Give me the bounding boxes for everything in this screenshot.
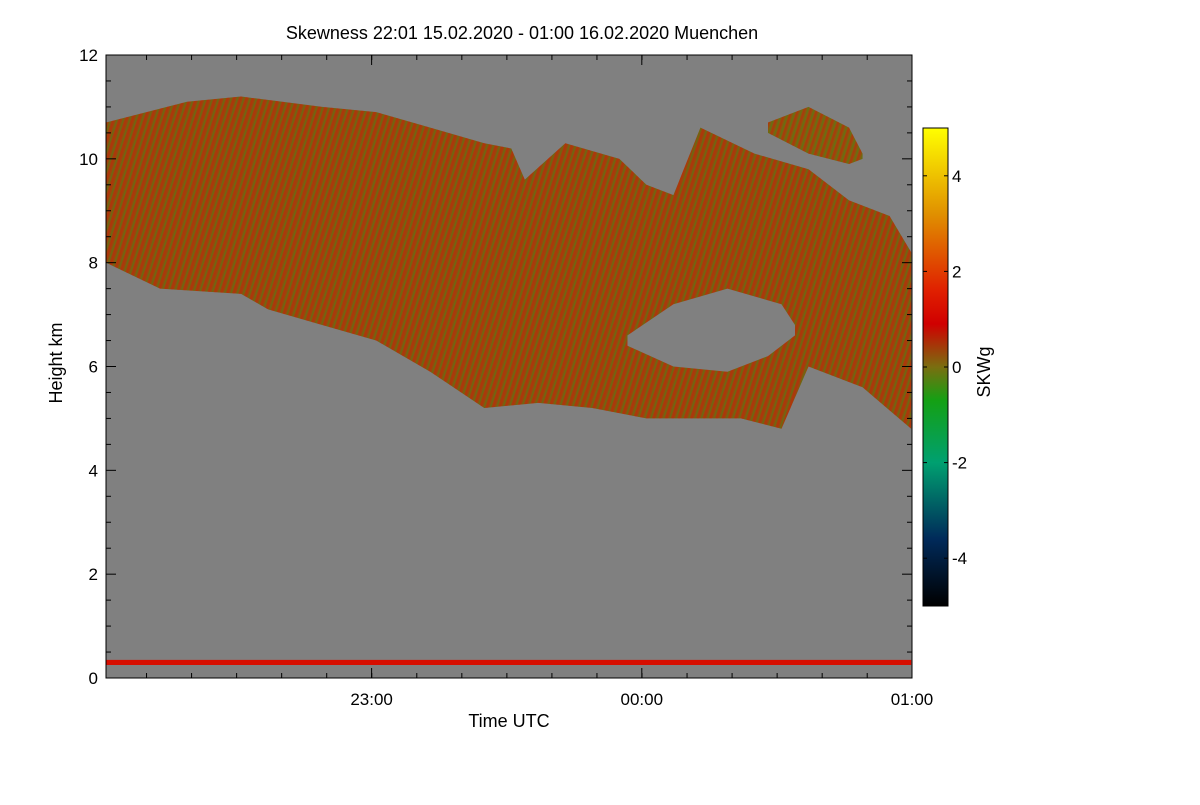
x-tick-label: 00:00 — [621, 690, 664, 709]
y-axis: 0 2 4 6 8 10 12 — [79, 46, 912, 688]
x-axis: 23:00 00:00 01:00 — [146, 55, 934, 709]
y-axis-label: Height km — [46, 322, 66, 403]
chart-title: Skewness 22:01 15.02.2020 - 01:00 16.02.… — [286, 23, 758, 43]
x-tick-label: 01:00 — [891, 690, 934, 709]
colorbar-tick-label: 4 — [952, 167, 961, 186]
y-tick-label: 8 — [89, 254, 98, 273]
x-tick-label: 23:00 — [350, 690, 393, 709]
region-near-surface-layer — [106, 659, 912, 666]
colorbar-label: SKWg — [974, 346, 994, 397]
data-regions — [106, 96, 912, 666]
colorbar: -4 -2 0 2 4 — [922, 127, 967, 607]
y-tick-label: 6 — [89, 358, 98, 377]
y-tick-label: 12 — [79, 46, 98, 65]
colorbar-tick-label: 0 — [952, 358, 961, 377]
colorbar-tick-label: -4 — [952, 549, 967, 568]
region-texture-upper-fragment — [767, 106, 863, 165]
y-tick-label: 4 — [89, 461, 98, 480]
colorbar-tick-label: 2 — [952, 262, 961, 281]
y-tick-label: 10 — [79, 150, 98, 169]
region-clear-gap — [627, 288, 796, 372]
y-tick-label: 2 — [89, 565, 98, 584]
colorbar-tick-label: -2 — [952, 454, 967, 473]
x-axis-label: Time UTC — [468, 711, 549, 731]
y-tick-label: 0 — [89, 669, 98, 688]
